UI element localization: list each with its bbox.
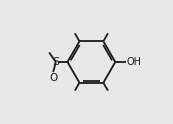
Text: S: S (52, 57, 59, 67)
Text: O: O (49, 73, 57, 83)
Text: OH: OH (127, 57, 142, 67)
